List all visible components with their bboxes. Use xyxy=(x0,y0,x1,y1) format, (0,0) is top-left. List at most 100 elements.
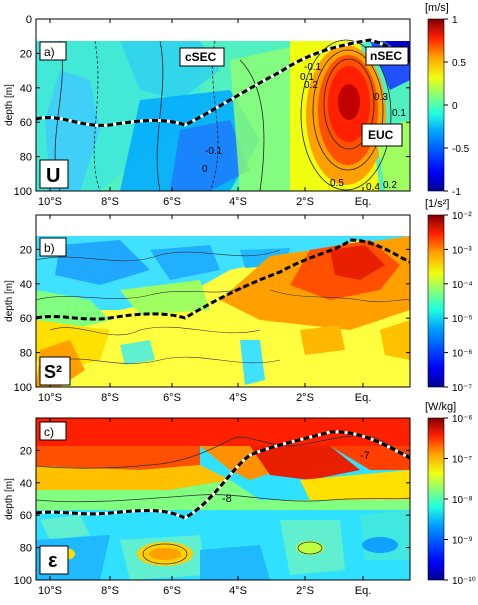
x-tick-label: 10°S xyxy=(38,392,62,404)
panel-s2-contours xyxy=(35,249,411,364)
annotation-euc: EUC xyxy=(368,128,394,142)
contour-label-01-b: 0.1 xyxy=(392,108,406,119)
colorbar-tick-label: 10⁻⁸ xyxy=(452,495,473,506)
colorbar-tick-label: -1 xyxy=(452,187,461,198)
panel-eps-axis: 20 40 60 80 100 10°S 8°S 6°S 4°S 2°S Eq. depth [m] xyxy=(4,418,410,597)
panel-s2-field xyxy=(36,215,410,387)
y-tick-label: 40 xyxy=(20,83,32,95)
contour-label-neg8: -8 xyxy=(222,493,232,505)
colorbar-eps-bar xyxy=(427,417,445,581)
colorbar-tick-label: 10⁻⁶ xyxy=(452,414,473,425)
x-tick-label: 8°S xyxy=(101,585,119,597)
y-tick-label: 60 xyxy=(20,510,32,522)
contour-label-0: 0 xyxy=(202,164,208,175)
x-tick-label: 4°S xyxy=(229,196,247,208)
y-tick-label: 60 xyxy=(20,117,32,129)
colorbar-tick-label: 1 xyxy=(452,15,458,26)
x-tick-label: 6°S xyxy=(163,392,181,404)
panel-u-symbol: U xyxy=(46,165,60,187)
colorbar-eps-ticks: 10⁻⁶ 10⁻⁷ 10⁻⁸ 10⁻⁹ 10⁻¹⁰ xyxy=(444,414,476,587)
colorbar-u: [m/s] 1 0.5 0 -0.5 -1 xyxy=(425,2,470,198)
contour-label-neg01-b: -0.1 xyxy=(205,146,223,157)
panel-u-symbol-box xyxy=(39,159,69,189)
panel-eps-thermocline-line xyxy=(35,430,411,520)
y-tick-label: 0 xyxy=(26,14,32,26)
contour-label-03: 0.3 xyxy=(374,92,388,103)
x-tick-label: 2°S xyxy=(296,196,314,208)
panel-eps-symbol-box xyxy=(39,545,69,575)
annotation-csec: cSEC xyxy=(185,50,217,64)
y-axis-label: depth [m] xyxy=(4,84,15,126)
colorbar-s2: [1/s²] 10⁻² 10⁻³ 10⁻⁴ 10⁻⁵ 10⁻⁶ 10⁻⁷ xyxy=(425,198,473,394)
contour-label-02-b: 0.2 xyxy=(383,180,397,191)
panel-u-axis: 0 20 40 60 80 100 10°S 8°S 6°S 4°S 2°S Eq. depth [m] xyxy=(4,14,410,208)
panel-u-frame xyxy=(35,18,411,192)
x-tick-label: Eq. xyxy=(355,196,372,208)
panel-s2-label-box xyxy=(39,237,67,257)
colorbar-eps-unit: [W/kg] xyxy=(425,401,456,413)
y-tick-label: 100 xyxy=(14,575,32,587)
panel-u-dashed-white xyxy=(35,38,411,127)
y-tick-label: 80 xyxy=(20,348,32,360)
y-axis-label: depth [m] xyxy=(4,280,15,322)
colorbar-tick-label: 10⁻⁷ xyxy=(452,455,472,466)
colorbar-u-ticks: 1 0.5 0 -0.5 -1 xyxy=(444,15,470,198)
panel-u-label-box xyxy=(39,41,67,61)
contour-label-01: 0.1 xyxy=(300,72,314,83)
colorbar-tick-label: 10⁻⁵ xyxy=(452,314,473,325)
colorbar-tick-label: 10⁻⁶ xyxy=(452,349,473,360)
y-axis-label: depth [m] xyxy=(4,478,15,520)
x-tick-label: 4°S xyxy=(229,392,247,404)
colorbar-tick-label: 10⁻⁴ xyxy=(452,280,473,291)
x-tick-label: 10°S xyxy=(38,196,62,208)
colorbar-s2-ticks: 10⁻² 10⁻³ 10⁻⁴ 10⁻⁵ 10⁻⁶ 10⁻⁷ xyxy=(444,211,473,394)
y-tick-label: 40 xyxy=(20,279,32,291)
panel-u: 0 20 40 60 80 100 10°S 8°S 6°S 4°S 2°S Eq. depth [m]… xyxy=(4,14,411,208)
colorbar-u-bar xyxy=(427,18,445,192)
y-tick-label: 20 xyxy=(20,445,32,457)
x-tick-label: 2°S xyxy=(296,392,314,404)
colorbar-tick-label: 0.5 xyxy=(452,58,466,69)
colorbar-tick-label: 0 xyxy=(452,101,458,112)
annotation-nsec: nSEC xyxy=(370,49,402,63)
colorbar-u-unit: [m/s] xyxy=(425,2,449,14)
contour-label-02: 0.2 xyxy=(304,80,318,91)
colorbar-tick-label: 10⁻⁷ xyxy=(452,383,472,394)
colorbar-tick-label: -0.5 xyxy=(452,144,470,155)
y-tick-label: 80 xyxy=(20,543,32,555)
x-tick-label: 6°S xyxy=(163,585,181,597)
x-tick-label: 8°S xyxy=(101,196,119,208)
panel-eps-label-box xyxy=(39,421,67,441)
colorbar-s2-unit: [1/s²] xyxy=(425,198,449,210)
colorbar-eps: [W/kg] 10⁻⁶ 10⁻⁷ 10⁻⁸ 10⁻⁹ 10⁻¹⁰ xyxy=(425,401,476,587)
panel-s2-thermocline-line xyxy=(35,238,411,321)
panel-u-label: a) xyxy=(44,45,55,59)
y-tick-label: 80 xyxy=(20,152,32,164)
annotation-nsec-box xyxy=(365,46,409,66)
panel-s2-frame xyxy=(35,214,411,388)
panel-eps-symbol: ε xyxy=(48,550,58,572)
colorbar-tick-label: 10⁻¹⁰ xyxy=(452,576,476,587)
x-tick-label: 8°S xyxy=(101,392,119,404)
contour-label-neg7: -7 xyxy=(360,450,370,462)
annotation-csec-box xyxy=(179,47,225,67)
y-tick-label: 20 xyxy=(20,244,32,256)
panel-s2-axis: 20 40 60 80 100 10°S 8°S 6°S 4°S 2°S Eq. depth [m] xyxy=(4,215,410,404)
annotation-euc-box xyxy=(361,123,403,147)
y-tick-label: 100 xyxy=(14,186,32,198)
panel-eps-thermocline-white xyxy=(35,430,411,520)
y-tick-label: 100 xyxy=(14,382,32,394)
panel-eps-contours xyxy=(35,435,411,565)
panel-s2-symbol: S² xyxy=(44,362,62,382)
colorbar-s2-bar xyxy=(427,214,445,388)
panel-s2-symbol-box xyxy=(39,356,71,386)
colorbar-tick-label: 10⁻⁹ xyxy=(452,536,473,547)
colorbar-tick-label: 10⁻³ xyxy=(452,245,472,256)
y-tick-label: 60 xyxy=(20,313,32,325)
x-tick-label: 10°S xyxy=(38,585,62,597)
x-tick-label: 2°S xyxy=(296,585,314,597)
x-tick-label: Eq. xyxy=(355,392,372,404)
x-tick-label: 6°S xyxy=(163,196,181,208)
